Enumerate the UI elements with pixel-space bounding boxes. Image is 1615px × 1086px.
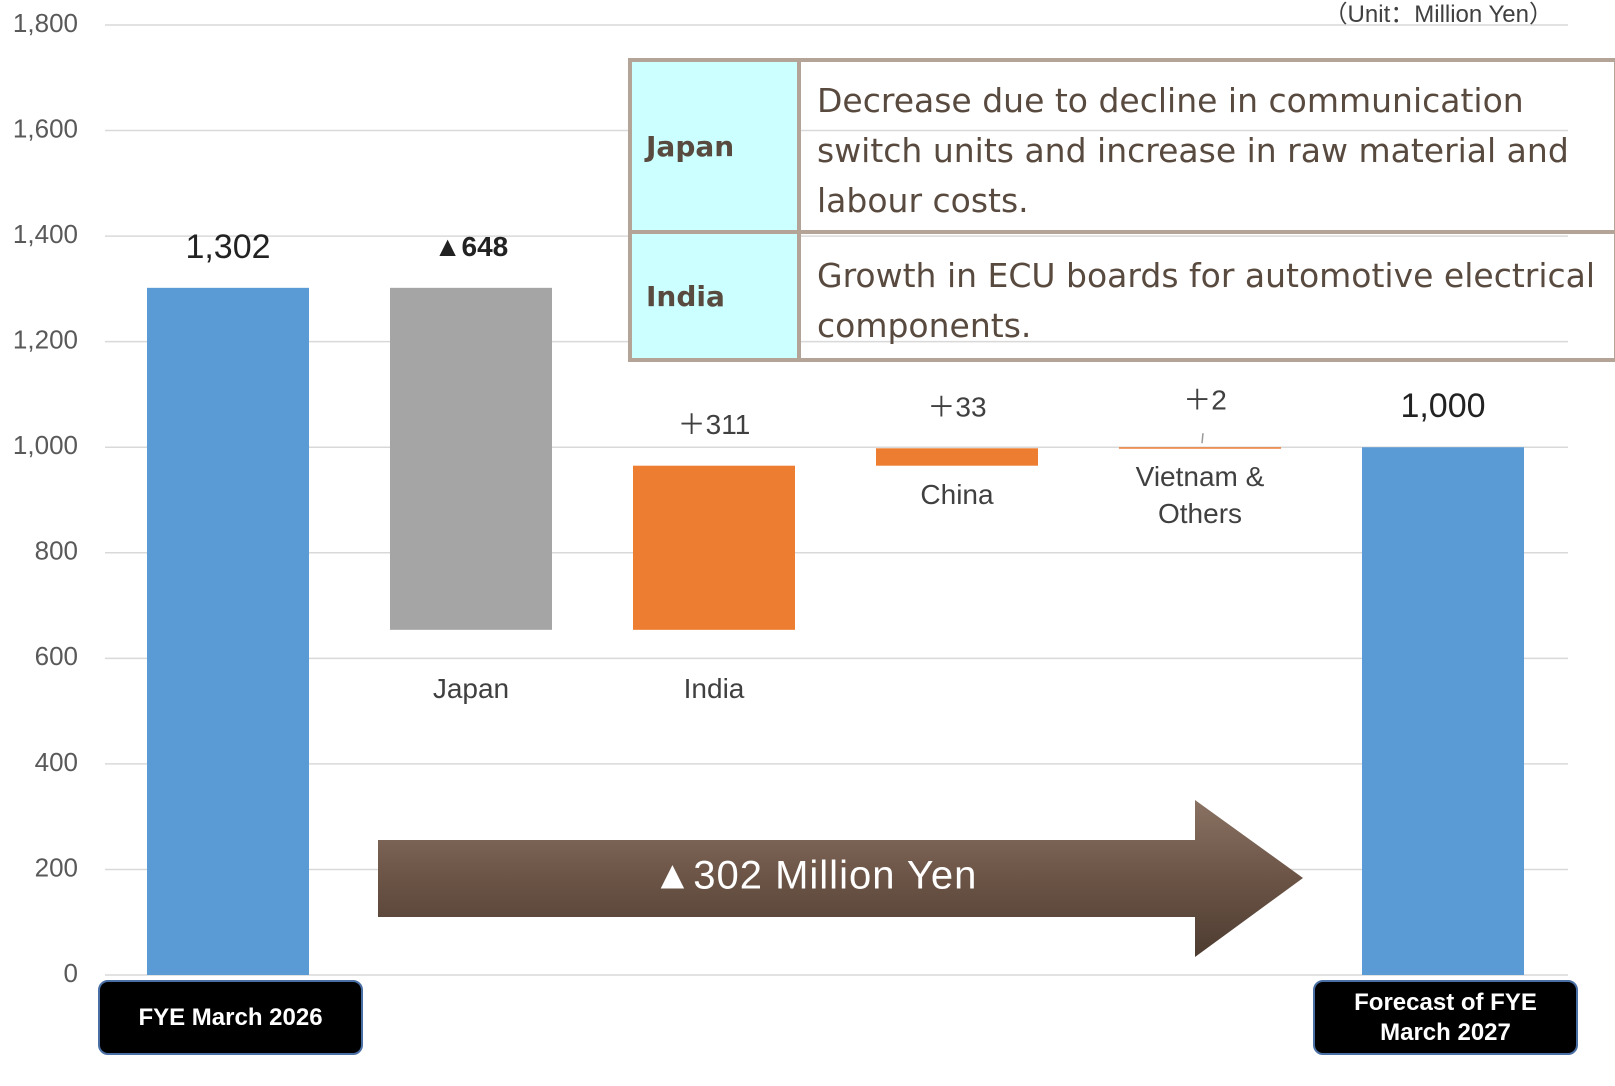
value-label: ▲648 [434, 231, 508, 262]
y-tick-label: 1,800 [13, 8, 78, 38]
change-label: ▲302 Million Yen [653, 854, 978, 898]
note-text: Growth in ECU boards for automotive elec… [797, 230, 1615, 362]
y-tick-label: 1,000 [13, 430, 78, 460]
category-label: Forecast of FYE March 2027 [1313, 980, 1578, 1055]
value-label: ＋311 [678, 409, 751, 440]
bar [390, 287, 552, 630]
bar [147, 287, 309, 975]
note-row: Japan Decrease due to decline in communic… [628, 58, 1615, 234]
value-label: ＋33 [927, 392, 986, 423]
y-tick-label: 400 [35, 747, 78, 777]
y-tick-label: 800 [35, 536, 78, 566]
category-label: Vietnam & Others [1135, 461, 1265, 530]
bar [633, 465, 795, 630]
category-label: China [920, 478, 994, 510]
category-label: Japan [432, 672, 510, 704]
y-tick-label: 600 [35, 641, 78, 671]
y-tick-label: 1,400 [13, 219, 78, 249]
bar [1119, 447, 1281, 449]
y-tick-label: 1,600 [13, 113, 78, 143]
notes-table: Japan Decrease due to decline in communic… [628, 58, 1615, 362]
category-label: India [683, 672, 745, 704]
note-row: India Growth in ECU boards for automotive… [628, 230, 1615, 362]
unit-note: （Unit：Million Yen） [1323, 1, 1553, 28]
value-label: 1,302 [185, 228, 270, 266]
bar [876, 448, 1038, 466]
note-text: Decrease due to decline in communication… [797, 58, 1615, 234]
note-region: India [628, 230, 801, 362]
leader-line [1201, 433, 1204, 444]
change-arrow [378, 800, 1303, 957]
category-label: FYE March 2026 [98, 980, 363, 1055]
value-label: 1,000 [1400, 387, 1485, 425]
value-label: ＋2 [1183, 385, 1227, 416]
y-tick-label: 200 [35, 852, 78, 882]
y-tick-label: 0 [64, 958, 78, 988]
y-tick-label: 1,200 [13, 325, 78, 355]
note-region: Japan [628, 58, 801, 234]
bar [1362, 447, 1524, 975]
